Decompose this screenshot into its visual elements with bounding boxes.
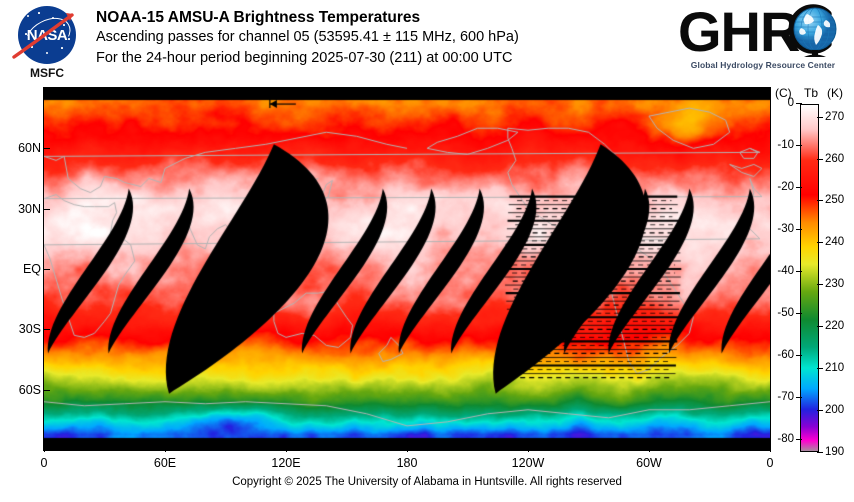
colorbar-tick-celsius (796, 354, 802, 356)
colorbar-label-kelvin: 230 (825, 278, 845, 291)
page-title: NOAA-15 AMSU-A Brightness Temperatures (96, 9, 421, 26)
longitude-label: 120W (511, 456, 545, 470)
colorbar-label-celsius: -30 (777, 223, 794, 236)
longitude-tick (165, 446, 166, 452)
colorbar-tick-kelvin (817, 452, 823, 453)
colorbar-label-kelvin: 260 (825, 152, 845, 165)
colorbar-tick-celsius (796, 103, 802, 105)
colorbar-tick-celsius (796, 229, 802, 231)
longitude-label: 120E (271, 456, 301, 470)
subtitle-period: For the 24-hour period beginning 2025-07… (96, 50, 513, 66)
longitude-label: 0 (766, 456, 774, 470)
colorbar-tick-kelvin (817, 158, 823, 160)
colorbar-label-celsius: -40 (777, 265, 794, 278)
longitude-tick (286, 446, 287, 452)
nasa-center-label: MSFC (30, 66, 64, 80)
latitude-tick (44, 329, 50, 331)
colorbar-tick-celsius (796, 438, 802, 440)
brightness-temperature-map[interactable] (44, 88, 770, 450)
latitude-label: 60S (18, 382, 41, 397)
latitude-tick (44, 148, 50, 150)
nasa-logo: NASA MSFC (12, 6, 82, 84)
colorbar-label-kelvin: 220 (825, 320, 845, 333)
colorbar-tick-celsius (796, 396, 802, 398)
colorbar-tick-kelvin (817, 368, 823, 370)
colorbar-tick-celsius (796, 145, 802, 147)
latitude-axis-labels: 60N 30N EQ 30S 60S (0, 88, 41, 450)
longitude-tick (770, 446, 771, 452)
ghrc-subtitle: Global Hydrology Resource Center (690, 60, 836, 70)
latitude-label: EQ (22, 262, 41, 276)
longitude-tick (528, 446, 529, 452)
longitude-label: 60W (636, 456, 662, 470)
title-block: NOAA-15 AMSU-A Brightness Temperatures A… (96, 8, 519, 69)
colorbar-tick-kelvin (817, 326, 823, 328)
svg-text:GHR: GHR (678, 2, 800, 63)
copyright-notice: Copyright © 2025 The University of Alaba… (232, 476, 622, 488)
latitude-label: 30S (18, 322, 41, 337)
longitude-tick (407, 446, 408, 452)
latitude-axis-ticks (0, 88, 60, 450)
ghrc-logo: GHR Global Hydrology Resource Center (676, 0, 848, 80)
colorbar-tick-kelvin (817, 200, 823, 202)
latitude-tick (44, 208, 50, 210)
colorbar-label-kelvin: 190 (825, 446, 845, 458)
colorbar-label-celsius: -80 (777, 432, 794, 445)
colorbar-tick-kelvin (817, 410, 823, 412)
colorbar-tick-kelvin (817, 116, 823, 118)
colorbar-label-kelvin: 210 (825, 362, 845, 375)
colorbar-unit-kelvin: (K) (827, 86, 843, 100)
colorbar-label-celsius: -10 (777, 139, 794, 152)
colorbar-label-kelvin: 270 (825, 110, 845, 123)
colorbar-variable-label: Tb (804, 86, 819, 100)
ghrc-wordmark-icon: GHR (678, 0, 837, 63)
colorbar-tick-kelvin (817, 242, 823, 244)
nasa-swoosh-icon (12, 13, 74, 59)
colorbar-label-celsius: -50 (777, 307, 794, 319)
colorbar-label-celsius: 0 (787, 97, 794, 110)
longitude-label: 0 (40, 456, 48, 470)
colorbar-label-kelvin: 200 (825, 404, 845, 417)
longitude-tick (44, 446, 45, 452)
colorbar-unit-celsius: (C) (775, 86, 792, 100)
longitude-label: 60E (153, 456, 177, 470)
colorbar-label-kelvin: 240 (825, 236, 845, 249)
colorbar-group: (C) Tb (K) (760, 86, 854, 468)
colorbar-label-celsius: -20 (777, 181, 794, 194)
colorbar-tick-celsius (796, 313, 802, 314)
colorbar-label-celsius: -70 (777, 390, 794, 403)
colorbar-gradient[interactable] (800, 104, 819, 452)
longitude-axis-labels: 0 60E 120E 180 120W 60W 0 (40, 446, 773, 472)
longitude-tick (649, 446, 650, 452)
latitude-tick (44, 269, 50, 270)
colorbar-tick-kelvin (817, 284, 823, 286)
latitude-tick (44, 389, 50, 391)
colorbar-tick-celsius (796, 187, 802, 189)
colorbar-label-kelvin: 250 (825, 194, 845, 207)
latitude-label: 30N (18, 201, 41, 216)
colorbar-tick-celsius (796, 271, 802, 273)
nasa-insignia-icon: NASA (18, 6, 76, 64)
latitude-label: 60N (18, 141, 41, 156)
colorbar-label-celsius: -60 (777, 348, 794, 361)
subtitle-channel: Ascending passes for channel 05 (53595.4… (96, 29, 519, 45)
longitude-label: 180 (396, 456, 418, 470)
